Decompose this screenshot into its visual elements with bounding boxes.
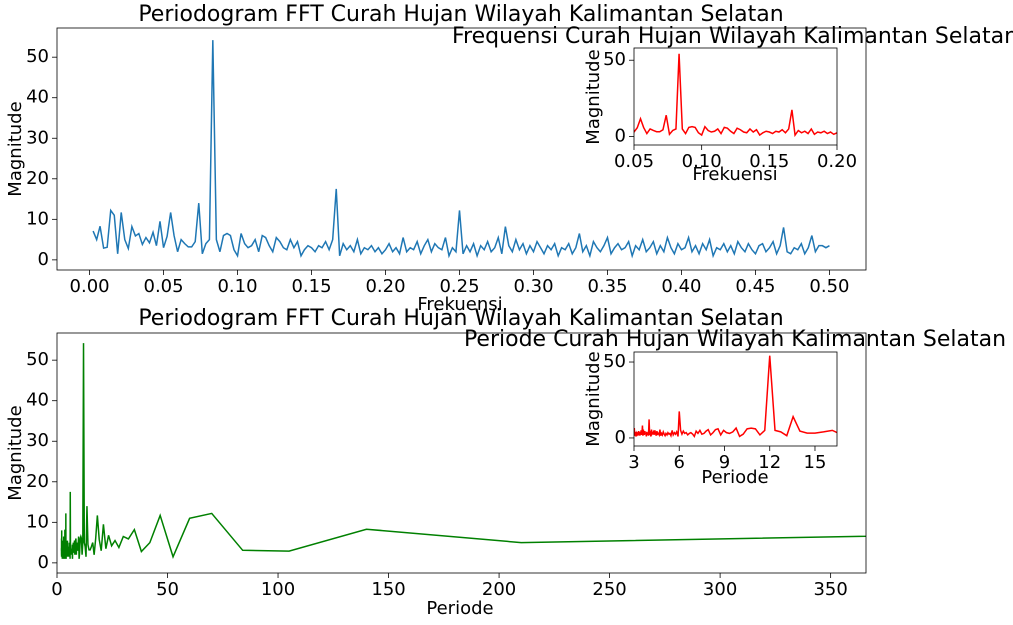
y-tick-label: 0: [615, 126, 626, 147]
x-axis-label: Frekuensi: [417, 294, 502, 315]
y-tick-label: 20: [26, 471, 49, 492]
x-axis-label: Periode: [426, 598, 493, 619]
x-tick-label: 0.10: [682, 151, 722, 172]
x-tick-label: 9: [719, 452, 730, 473]
x-tick-label: 0.30: [513, 276, 553, 297]
x-tick-label: 0.40: [661, 276, 701, 297]
y-tick-label: 30: [26, 430, 49, 451]
axes-frame: [56, 332, 867, 574]
x-tick-label: 300: [703, 579, 737, 600]
x-axis-label: Frekuensi: [692, 164, 777, 185]
y-axis-label: Magnitude: [5, 101, 26, 196]
x-tick-label: 0.05: [614, 151, 654, 172]
x-tick-label: 50: [156, 579, 179, 600]
y-tick-label: 40: [26, 87, 49, 108]
axes-frame: [633, 351, 838, 447]
x-tick-label: 0.20: [365, 276, 405, 297]
x-tick-label: 15: [804, 452, 827, 473]
data-line: [92, 40, 830, 259]
y-tick-label: 0: [38, 249, 49, 270]
x-tick-label: 250: [592, 579, 626, 600]
y-axis-label: Magnitude: [5, 405, 26, 500]
y-tick-label: 10: [26, 511, 49, 532]
x-tick-label: 0.10: [217, 276, 257, 297]
chart-title: Periodogram FFT Curah Hujan Wilayah Kali…: [138, 306, 783, 331]
y-tick-label: 50: [26, 349, 49, 370]
x-tick-label: 100: [261, 579, 295, 600]
x-tick-label: 0.35: [587, 276, 627, 297]
y-axis-label: Magnitude: [583, 351, 604, 446]
x-tick-label: 0.25: [439, 276, 479, 297]
x-tick-label: 0.15: [291, 276, 331, 297]
data-line: [634, 53, 837, 138]
x-axis-label: Periode: [701, 467, 768, 488]
x-tick-label: 0: [51, 579, 62, 600]
y-tick-label: 0: [615, 427, 626, 448]
data-line: [634, 355, 837, 439]
x-tick-label: 0.05: [144, 276, 184, 297]
x-tick-label: 0.15: [749, 151, 789, 172]
x-tick-label: 3: [628, 452, 639, 473]
x-tick-label: 0.45: [735, 276, 775, 297]
y-tick-label: 30: [26, 127, 49, 148]
x-tick-label: 0.50: [809, 276, 849, 297]
chart-title: Periode Curah Hujan Wilayah Kalimantan S…: [464, 327, 1006, 352]
y-tick-label: 50: [26, 46, 49, 67]
axes-background: [634, 352, 837, 446]
x-tick-label: 0.00: [70, 276, 110, 297]
y-axis-label: Magnitude: [583, 49, 604, 144]
axes-frame: [633, 47, 838, 146]
y-tick-label: 20: [26, 168, 49, 189]
data-line: [60, 343, 866, 559]
x-tick-label: 150: [371, 579, 405, 600]
x-tick-label: 0.20: [817, 151, 857, 172]
x-tick-label: 200: [482, 579, 516, 600]
y-tick-label: 40: [26, 390, 49, 411]
x-tick-label: 350: [813, 579, 847, 600]
chart-title: Periodogram FFT Curah Hujan Wilayah Kali…: [138, 2, 783, 27]
y-tick-label: 50: [603, 351, 626, 372]
y-tick-label: 50: [603, 49, 626, 70]
x-tick-label: 12: [758, 452, 781, 473]
y-tick-label: 0: [38, 552, 49, 573]
axes-frame: [56, 27, 867, 271]
chart-title: Frequensi Curah Hujan Wilayah Kalimantan…: [452, 24, 1013, 49]
x-tick-label: 6: [674, 452, 685, 473]
y-tick-label: 10: [26, 208, 49, 229]
